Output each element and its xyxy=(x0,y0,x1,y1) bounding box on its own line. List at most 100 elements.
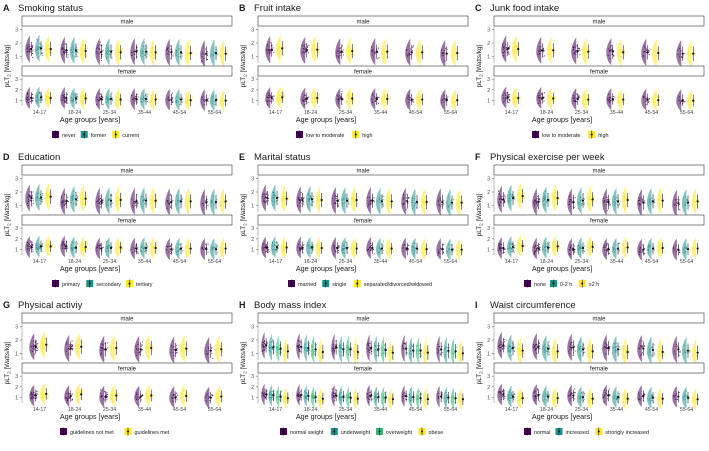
data-point xyxy=(76,346,77,347)
data-point xyxy=(388,200,389,201)
data-point xyxy=(511,249,512,250)
data-point xyxy=(639,247,640,248)
data-point xyxy=(504,100,505,101)
violin-shape xyxy=(220,188,225,215)
data-point xyxy=(683,198,684,199)
data-point xyxy=(83,200,84,201)
data-point xyxy=(288,196,289,197)
data-point xyxy=(350,100,351,101)
data-point xyxy=(578,202,579,203)
data-point xyxy=(624,54,625,55)
data-point xyxy=(262,194,263,195)
mean-point xyxy=(266,246,268,248)
data-point xyxy=(553,250,554,251)
y-label-unit: [Watts/kg] xyxy=(4,194,11,224)
data-point xyxy=(157,245,158,246)
data-point xyxy=(660,242,661,243)
legend-swatch-dot xyxy=(355,134,357,136)
data-point xyxy=(279,53,280,54)
data-point xyxy=(108,199,109,200)
data-point xyxy=(32,198,33,199)
data-point xyxy=(621,56,622,57)
data-point xyxy=(72,100,73,101)
data-point xyxy=(211,97,212,98)
y-label-prefix: pLT xyxy=(4,77,11,88)
data-point xyxy=(315,101,316,102)
data-point xyxy=(403,248,404,249)
data-point xyxy=(222,50,223,51)
data-point xyxy=(39,244,40,245)
data-point xyxy=(186,103,187,104)
data-point xyxy=(619,204,620,205)
data-point xyxy=(508,201,509,202)
data-point xyxy=(152,94,153,95)
data-point xyxy=(639,203,640,204)
data-point xyxy=(62,202,63,203)
data-point xyxy=(609,51,610,52)
data-point xyxy=(540,53,541,54)
data-point xyxy=(414,205,415,206)
data-point xyxy=(539,199,540,200)
mean-point xyxy=(85,50,87,52)
data-point xyxy=(422,202,423,203)
data-point xyxy=(580,200,581,201)
data-point xyxy=(205,49,206,50)
violin-shape xyxy=(110,334,115,361)
data-point xyxy=(338,55,339,56)
data-point xyxy=(535,200,536,201)
data-point xyxy=(106,45,107,46)
data-point xyxy=(111,349,112,350)
data-point xyxy=(72,101,73,102)
data-point xyxy=(387,242,388,243)
data-point xyxy=(273,99,274,100)
data-point xyxy=(112,97,113,98)
data-point xyxy=(499,248,500,249)
data-point xyxy=(447,201,448,202)
data-point xyxy=(389,203,390,204)
data-point xyxy=(170,253,171,254)
data-point xyxy=(274,244,275,245)
data-point xyxy=(504,201,505,202)
data-point xyxy=(578,254,579,255)
data-point xyxy=(424,197,425,198)
data-point xyxy=(188,201,189,202)
violin-shape xyxy=(507,236,512,258)
mean-point xyxy=(65,49,67,51)
data-point xyxy=(178,244,179,245)
data-point xyxy=(137,203,138,204)
data-point xyxy=(32,191,33,192)
data-point xyxy=(369,201,370,202)
violin-shape xyxy=(436,238,441,260)
data-point xyxy=(46,48,47,49)
data-point xyxy=(583,48,584,49)
data-point xyxy=(374,201,375,202)
legend-swatch-dot xyxy=(55,283,57,285)
mean-point xyxy=(205,53,207,55)
facet-strip-label: female xyxy=(118,219,137,225)
data-point xyxy=(552,100,553,101)
data-point xyxy=(112,57,113,58)
data-point xyxy=(661,198,662,199)
data-point xyxy=(618,251,619,252)
violin-shape xyxy=(582,38,587,65)
mean-point xyxy=(406,200,408,202)
data-point xyxy=(685,205,686,206)
data-point xyxy=(167,208,168,209)
data-point xyxy=(314,95,315,96)
data-point xyxy=(309,245,310,246)
mean-point xyxy=(376,98,378,100)
data-point xyxy=(37,97,38,98)
data-point xyxy=(584,52,585,53)
data-point xyxy=(272,201,273,202)
data-point xyxy=(49,195,50,196)
data-point xyxy=(420,54,421,55)
data-point xyxy=(99,44,100,45)
legend-swatch-dot xyxy=(291,283,293,285)
data-point xyxy=(47,345,48,346)
data-point xyxy=(610,97,611,98)
mean-point xyxy=(155,98,157,100)
data-point xyxy=(656,57,657,58)
data-point xyxy=(339,99,340,100)
